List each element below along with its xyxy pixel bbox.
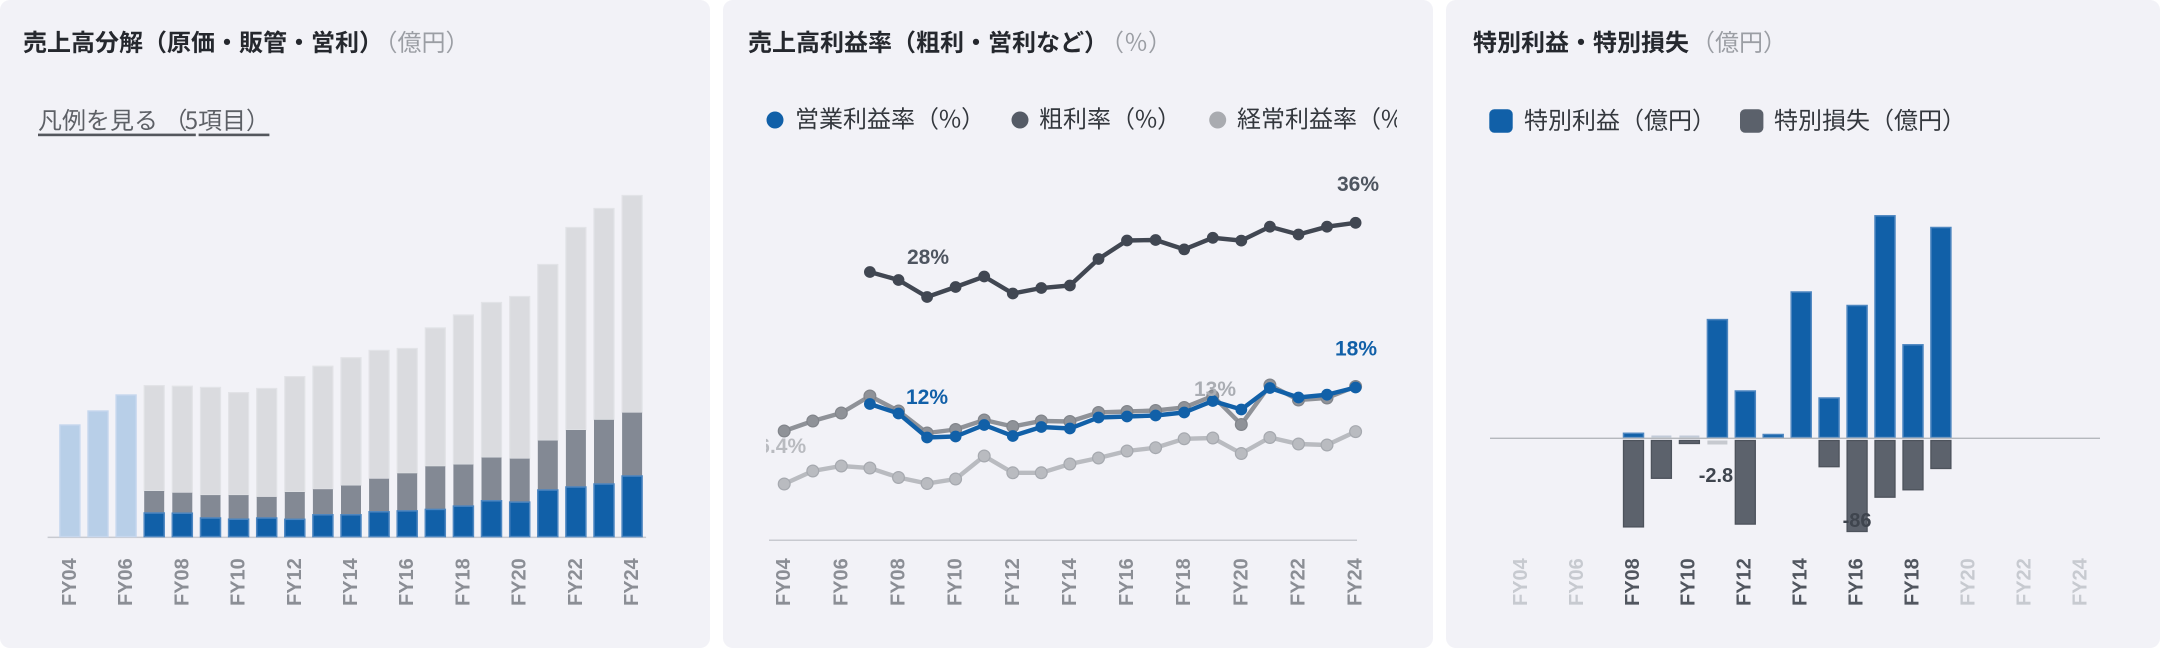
svg-text:13%: 13% (1194, 378, 1236, 401)
svg-text:FY04: FY04 (1510, 557, 1532, 606)
svg-text:FY12: FY12 (1002, 558, 1024, 606)
svg-text:FY24: FY24 (1345, 557, 1367, 606)
svg-text:FY18: FY18 (1173, 558, 1195, 606)
svg-text:FY20: FY20 (1230, 558, 1252, 606)
svg-text:FY10: FY10 (1678, 558, 1700, 606)
svg-text:FY20: FY20 (1958, 558, 1980, 606)
svg-text:FY24: FY24 (621, 557, 643, 606)
svg-text:FY22: FY22 (565, 558, 587, 606)
svg-text:FY14: FY14 (340, 557, 362, 606)
svg-text:FY10: FY10 (228, 558, 250, 606)
svg-text:FY08: FY08 (1622, 558, 1644, 606)
svg-text:12%: 12% (906, 386, 948, 409)
svg-text:18%: 18% (1335, 338, 1377, 361)
svg-text:FY06: FY06 (830, 558, 852, 606)
svg-text:FY24: FY24 (2070, 557, 2092, 606)
svg-text:FY06: FY06 (115, 558, 137, 606)
svg-text:6.4%: 6.4% (758, 435, 806, 458)
svg-text:FY04: FY04 (59, 557, 81, 606)
svg-text:FY14: FY14 (1059, 557, 1081, 606)
svg-text:28%: 28% (907, 246, 949, 269)
svg-text:FY08: FY08 (888, 558, 910, 606)
svg-text:FY22: FY22 (2014, 558, 2036, 606)
svg-text:FY22: FY22 (1288, 558, 1310, 606)
svg-text:-86: -86 (1843, 510, 1872, 532)
svg-text:FY12: FY12 (1734, 558, 1756, 606)
svg-text:FY10: FY10 (945, 558, 967, 606)
svg-text:FY20: FY20 (509, 558, 531, 606)
svg-text:FY14: FY14 (1790, 557, 1812, 606)
svg-text:FY18: FY18 (1902, 558, 1924, 606)
svg-text:-2.8: -2.8 (1699, 465, 1733, 487)
svg-text:FY12: FY12 (284, 558, 306, 606)
svg-text:FY16: FY16 (1116, 558, 1138, 606)
svg-text:FY16: FY16 (396, 558, 418, 606)
svg-text:FY06: FY06 (1566, 558, 1588, 606)
svg-text:FY16: FY16 (1846, 558, 1868, 606)
svg-text:36%: 36% (1337, 173, 1379, 196)
svg-text:FY18: FY18 (452, 558, 474, 606)
svg-text:FY04: FY04 (773, 557, 795, 606)
svg-text:FY08: FY08 (171, 558, 193, 606)
